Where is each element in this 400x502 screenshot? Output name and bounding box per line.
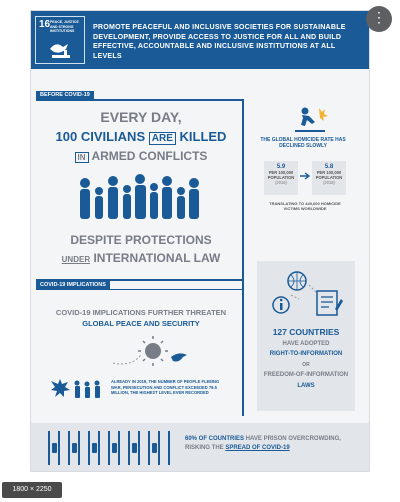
under-word: UNDER	[62, 255, 90, 264]
killed-word: KILLED	[180, 129, 227, 144]
divider	[242, 99, 244, 279]
every-day-text: EVERY DAY,	[41, 109, 241, 125]
in-word: IN	[75, 152, 89, 163]
more-options-icon[interactable]: ⋮	[366, 6, 392, 32]
international-law-text: UNDER INTERNATIONAL LAW	[41, 251, 241, 265]
information-laws-icon	[271, 269, 343, 319]
rti-count: 127 COUNTRIES	[257, 327, 355, 337]
infographic: 16 PEACE, JUSTICE AND STRONG INSTITUTION…	[30, 10, 370, 472]
civilians-count: 100 CIVILIANS	[56, 129, 146, 144]
prison-text: 60% OF COUNTRIES HAVE PRISON OVERCROWDIN…	[185, 435, 363, 453]
homicide-rate-title: THE GLOBAL HOMICIDE RATE HAS DECLINED SL…	[257, 137, 349, 150]
covid-threat-line1: COVID-19 IMPLICATIONS FURTHER THREATEN	[41, 308, 241, 317]
homicide-2015-stat: 5.9 PER 100,000 POPULATION (2015)	[264, 165, 298, 185]
rti-line1: HAVE ADOPTED	[257, 341, 355, 347]
goal-number: 16	[39, 19, 50, 30]
header-band: 16 PEACE, JUSTICE AND STRONG INSTITUTION…	[31, 11, 369, 69]
prison-risking: RISKING THE	[185, 445, 224, 451]
sdg-goal-badge: 16 PEACE, JUSTICE AND STRONG INSTITUTION…	[35, 16, 85, 64]
arrow-right-icon	[299, 171, 311, 181]
international-law: INTERNATIONAL LAW	[93, 251, 220, 265]
rti-line2: RIGHT-TO-INFORMATION	[257, 351, 355, 357]
homicide-2018-year: (2018)	[312, 180, 346, 185]
divider	[36, 289, 244, 290]
civilians-killed-text: 100 CIVILIANS ARE KILLED	[41, 129, 241, 144]
dove-gavel-icon	[46, 39, 76, 61]
refugees-text: ALREADY IN 2019, THE NUMBER OF PEOPLE FL…	[111, 379, 231, 396]
prison-spread: SPREAD OF COVID-19	[225, 445, 289, 451]
rti-line3: OR	[257, 362, 355, 368]
divider	[242, 281, 244, 416]
homicide-2018-unit: PER 100,000 POPULATION	[312, 170, 346, 180]
homicide-2015-year: (2015)	[264, 180, 298, 185]
goal-title: PEACE, JUSTICE AND STRONG INSTITUTIONS	[50, 20, 82, 34]
covid-threat-line2: GLOBAL PEACE AND SECURITY	[41, 319, 241, 328]
image-size-badge: 1800 × 2250	[2, 482, 62, 498]
homicide-2015-unit: PER 100,000 POPULATION	[264, 170, 298, 180]
divider	[36, 99, 242, 101]
homicide-2018-stat: 5.8 PER 100,000 POPULATION (2018)	[312, 165, 346, 185]
armed-conflicts: ARMED CONFLICTS	[91, 149, 207, 163]
armed-conflicts-text: IN ARMED CONFLICTS	[41, 149, 241, 163]
rti-line4: FREEDOM-OF-INFORMATION	[257, 372, 355, 378]
civilians-crowd-icon	[77, 171, 203, 223]
are-word: ARE	[149, 132, 176, 145]
falling-person-icon	[293, 106, 329, 134]
despite-protections-text: DESPITE PROTECTIONS	[41, 233, 241, 247]
virus-dove-icon	[111, 333, 191, 373]
header-title: PROMOTE PEACEFUL AND INCLUSIVE SOCIETIES…	[93, 23, 363, 61]
fleeing-people-icon	[49, 377, 107, 403]
homicide-victims-text: TRANSLATING TO 440,000 HOMICIDE VICTIMS …	[267, 201, 343, 211]
prison-rest: HAVE PRISON OVERCROWDING,	[246, 436, 341, 442]
prison-bars-icon	[45, 431, 177, 465]
prison-pct: 60% OF COUNTRIES	[185, 436, 244, 442]
rti-line5: LAWS	[257, 383, 355, 389]
